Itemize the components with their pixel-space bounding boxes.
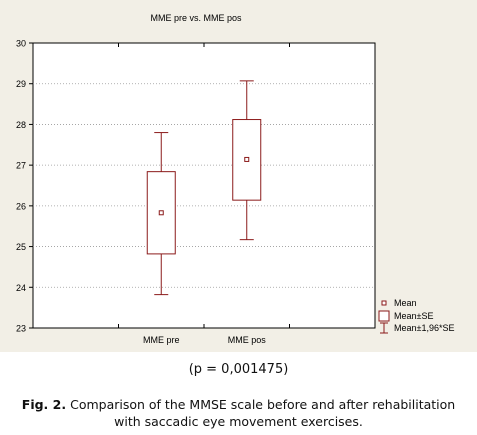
y-tick-label: 25 [16,242,26,252]
box-mme-pre [146,132,176,296]
box-mme-pos [232,80,262,241]
x-tick-label: MME pos [228,335,267,345]
chart-title: MME pre vs. MME pos [150,13,242,23]
y-tick-label: 30 [16,39,26,49]
caption-label: Fig. 2. [21,397,67,412]
legend-label: Mean [394,298,417,308]
legend-label: Mean±1,96*SE [394,323,454,333]
y-tick-label: 23 [16,324,26,334]
legend-mean-icon [381,300,387,306]
legend-label: Mean±SE [394,311,433,321]
figure-caption: Fig. 2. Comparison of the MMSE scale bef… [20,396,457,430]
box-plot-chart: MME pre vs. MME pos 23 24 25 26 27 28 29 30 MME … [16,13,455,345]
y-tick-label: 26 [16,201,26,211]
caption-text: Comparison of the MMSE scale before and … [70,397,456,429]
y-tick-label: 29 [16,79,26,89]
x-tick-label: MME pre [143,335,180,345]
legend-se-icon [378,310,390,322]
y-tick-label: 27 [16,161,26,171]
mean-marker [158,210,164,216]
y-tick-label: 28 [16,120,26,130]
plot-area [32,42,376,329]
y-tick-label: 24 [16,283,26,293]
mean-marker [244,156,250,162]
p-value-text: (p = 0,001475) [188,362,289,377]
chart-panel: MME pre vs. MME pos 23 24 25 26 27 28 29 30 MME … [0,0,477,352]
